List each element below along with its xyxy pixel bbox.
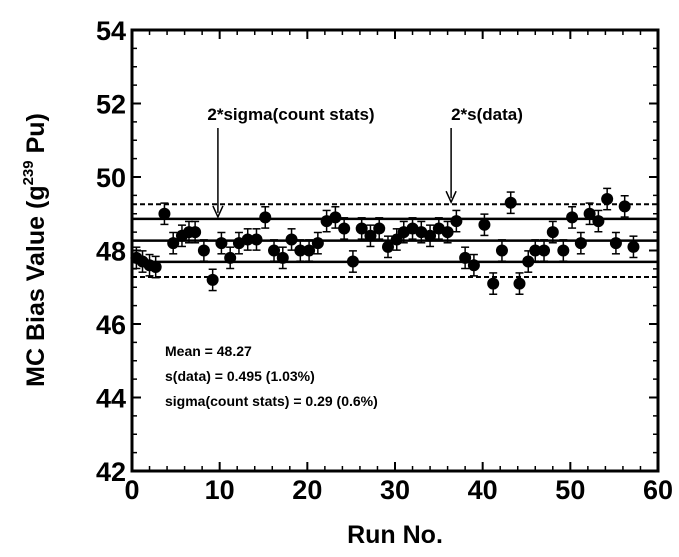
data-point <box>167 237 180 250</box>
data-point <box>601 193 614 206</box>
y-tick-label: 52 <box>96 90 126 120</box>
data-point <box>285 233 298 246</box>
data-point <box>504 196 517 209</box>
data-point <box>373 222 386 235</box>
data-point <box>467 259 480 272</box>
data-point <box>557 244 570 257</box>
data-point <box>276 251 289 264</box>
data-point <box>529 244 542 257</box>
y-tick-label: 44 <box>96 384 126 414</box>
data-point <box>364 229 377 242</box>
x-tick-label: 10 <box>205 475 235 505</box>
x-axis-label: Run No. <box>347 521 443 549</box>
data-point <box>189 226 202 239</box>
annotation-arrowhead <box>445 190 457 205</box>
data-point <box>197 244 210 257</box>
x-tick-label: 40 <box>468 475 498 505</box>
x-tick-label: 20 <box>292 475 322 505</box>
annotations-layer: 2*sigma(count stats) 2*s(data) <box>207 105 523 219</box>
y-axis-label-sup: 239 <box>20 160 37 185</box>
data-point <box>583 207 596 220</box>
data-point <box>259 211 272 224</box>
data-point <box>487 277 500 290</box>
x-tick-label: 50 <box>555 475 585 505</box>
y-tick-label: 50 <box>96 163 126 193</box>
data-point <box>303 244 316 257</box>
data-point <box>546 226 559 239</box>
stats-s-data: s(data) = 0.495 (1.03%) <box>165 368 315 384</box>
annotation-label: 2*s(data) <box>451 105 523 124</box>
ticks-layer: 0 10 20 30 40 50 60 42 44 46 48 50 52 54 <box>96 16 673 505</box>
x-tick-label: 0 <box>124 475 139 505</box>
annotation-arrowhead <box>212 205 224 219</box>
data-point <box>158 207 171 220</box>
data-point <box>609 237 622 250</box>
data-point <box>522 255 535 268</box>
data-point <box>450 215 463 228</box>
x-tick-label: 30 <box>380 475 410 505</box>
data-point <box>478 218 491 231</box>
data-point <box>346 255 359 268</box>
y-axis-label: MC Bias Value (g239 Pu) <box>20 113 50 387</box>
data-point <box>355 222 368 235</box>
data-point <box>627 240 640 253</box>
stats-mean: Mean = 48.27 <box>165 343 252 359</box>
data-point <box>206 273 219 286</box>
data-point <box>618 200 631 213</box>
data-point <box>268 244 281 257</box>
data-point <box>329 211 342 224</box>
data-point <box>149 261 162 274</box>
y-tick-label: 48 <box>96 237 126 267</box>
data-point <box>538 244 551 257</box>
data-point <box>495 244 508 257</box>
data-point <box>294 244 307 257</box>
data-point <box>250 233 263 246</box>
data-point <box>241 233 254 246</box>
y-axis-label-prefix: MC Bias Value (g <box>22 185 50 386</box>
data-point <box>224 251 237 264</box>
data-point <box>459 251 472 264</box>
y-tick-label: 42 <box>96 457 126 487</box>
annotation-label: 2*sigma(count stats) <box>207 105 374 124</box>
data-point <box>311 237 324 250</box>
y-tick-label: 46 <box>96 310 126 340</box>
data-point <box>441 226 454 239</box>
data-point <box>381 240 394 253</box>
data-point <box>215 237 228 250</box>
y-tick-label: 54 <box>96 16 126 46</box>
data-point <box>338 222 351 235</box>
data-point <box>513 277 526 290</box>
data-point <box>592 215 605 228</box>
data-point <box>566 211 579 224</box>
stats-sigma: sigma(count stats) = 0.29 (0.6%) <box>165 393 378 409</box>
data-point <box>574 237 587 250</box>
y-axis-label-suffix: Pu) <box>22 113 50 160</box>
x-tick-label: 60 <box>643 475 673 505</box>
data-points-layer <box>130 187 640 295</box>
data-point <box>424 229 437 242</box>
